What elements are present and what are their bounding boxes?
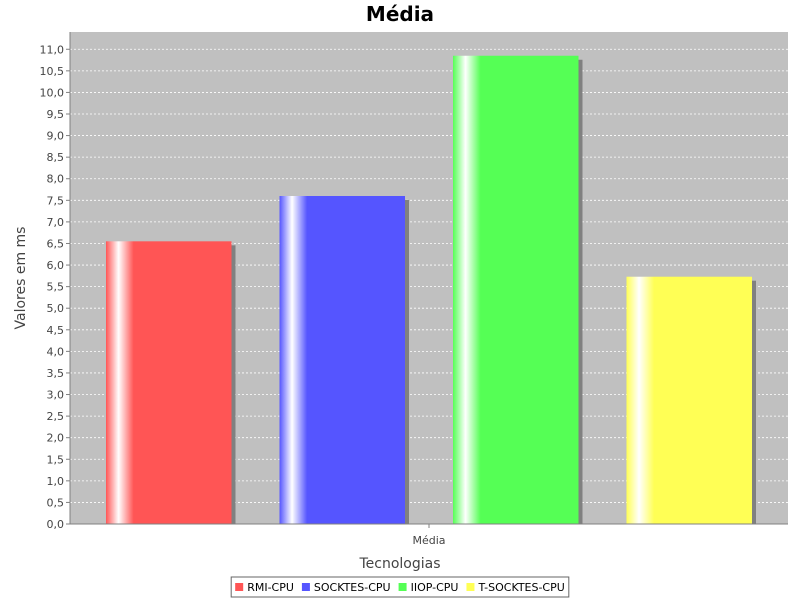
bar-iiop-cpu — [453, 55, 579, 524]
y-tick-label: 11,0 — [40, 43, 65, 56]
legend-label: SOCKTES-CPU — [314, 581, 391, 594]
legend-label: RMI-CPU — [247, 581, 294, 594]
y-tick-label: 7,0 — [47, 216, 65, 229]
y-tick-label: 3,5 — [47, 367, 65, 380]
y-tick-label: 1,5 — [47, 453, 65, 466]
legend-label: IIOP-CPU — [411, 581, 459, 594]
y-tick-label: 8,5 — [47, 151, 65, 164]
y-tick-label: 7,5 — [47, 194, 65, 207]
legend-swatch — [398, 583, 407, 591]
y-tick-label: 6,0 — [47, 259, 65, 272]
y-tick-label: 9,0 — [47, 130, 65, 143]
legend-swatch — [466, 583, 475, 591]
bar-rmi-cpu — [106, 241, 232, 524]
y-tick-label: 10,5 — [40, 65, 65, 78]
y-tick-label: 4,0 — [47, 345, 65, 358]
y-tick-label: 8,0 — [47, 173, 65, 186]
y-tick-label: 2,0 — [47, 432, 65, 445]
y-tick-label: 1,0 — [47, 475, 65, 488]
y-tick-label: 5,0 — [47, 302, 65, 315]
y-tick-label: 4,5 — [47, 324, 65, 337]
y-axis-title: Valores em ms — [13, 227, 29, 330]
legend-swatch — [301, 583, 310, 591]
legend-label: T-SOCKTES-CPU — [477, 581, 564, 594]
chart-title: Média — [366, 2, 434, 26]
x-tick-label: Média — [412, 534, 445, 547]
y-tick-label: 2,5 — [47, 410, 65, 423]
y-tick-label: 6,5 — [47, 237, 65, 250]
x-axis-title: Tecnologias — [358, 556, 440, 572]
y-tick-labels: 0,0 0,5 1,0 1,5 2,0 2,5 3,0 3,5 4,0 4,5 5,0 5,5 6,0 6… — [40, 43, 70, 531]
x-tick-labels: Média — [412, 524, 446, 547]
y-tick-label: 0,5 — [47, 496, 65, 509]
bar-t-socktes-cpu — [626, 276, 752, 524]
legend: RMI-CPU SOCKTES-CPU IIOP-CPU T-SOCKTES-CPU — [230, 576, 570, 598]
y-tick-label: 10,0 — [40, 86, 65, 99]
y-tick-label: 3,0 — [47, 389, 65, 402]
bars — [106, 55, 756, 524]
bar-socktes-cpu — [279, 196, 405, 524]
y-tick-label: 5,5 — [47, 281, 65, 294]
y-tick-label: 9,5 — [47, 108, 65, 121]
y-tick-label: 0,0 — [47, 518, 65, 531]
legend-swatch — [235, 583, 244, 591]
